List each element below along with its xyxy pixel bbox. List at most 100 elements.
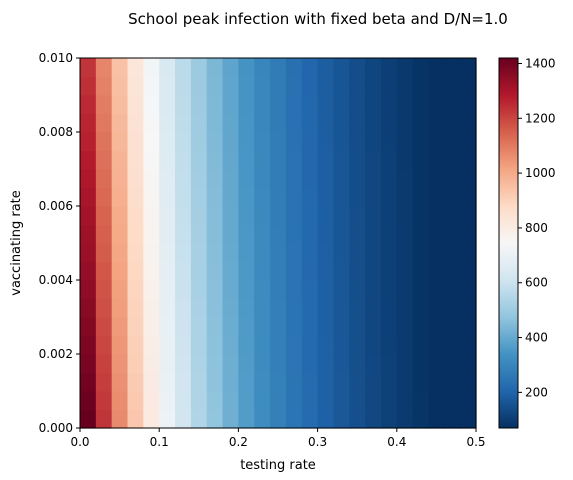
heatmap-cell xyxy=(396,224,414,244)
heatmap-cell xyxy=(317,113,335,133)
heatmap-cell xyxy=(380,298,398,318)
heatmap-cell xyxy=(159,335,176,355)
heatmap-cell xyxy=(143,261,160,281)
heatmap-cell xyxy=(349,335,366,355)
heatmap-cell xyxy=(143,113,160,133)
heatmap-cell xyxy=(206,298,224,318)
colorbar-tick-label: 200 xyxy=(525,385,548,399)
heatmap-cell xyxy=(190,187,208,207)
heatmap-cell xyxy=(365,95,382,115)
heatmap-cell xyxy=(349,95,366,115)
heatmap-cell xyxy=(333,76,350,96)
heatmap-cell xyxy=(159,391,176,411)
heatmap-cell xyxy=(428,409,445,429)
heatmap-cell xyxy=(238,224,255,244)
heatmap-cell xyxy=(412,206,430,226)
heatmap-cell xyxy=(285,298,303,318)
heatmap-cell xyxy=(127,224,144,244)
heatmap-cell xyxy=(317,243,335,263)
heatmap-cell xyxy=(317,95,335,115)
heatmap-cell xyxy=(396,317,414,337)
heatmap-cell xyxy=(254,224,271,244)
heatmap-cell xyxy=(95,372,113,392)
heatmap-cell xyxy=(270,372,287,392)
heatmap-cell xyxy=(159,280,176,300)
heatmap-cell xyxy=(428,95,445,115)
heatmap-cell xyxy=(380,113,398,133)
heatmap-cell xyxy=(238,280,255,300)
heatmap-cell xyxy=(80,206,97,226)
colorbar-tick-label: 400 xyxy=(525,331,548,345)
heatmap-cell xyxy=(127,354,144,374)
heatmap-cell xyxy=(412,317,430,337)
heatmap-cell xyxy=(444,76,461,96)
heatmap-cell xyxy=(111,354,129,374)
heatmap-cell xyxy=(301,317,319,337)
heatmap-cell xyxy=(238,58,255,78)
heatmap-cell xyxy=(317,354,335,374)
heatmap-cell xyxy=(190,372,208,392)
heatmap-cell xyxy=(270,261,287,281)
heatmap-cell xyxy=(222,169,239,189)
heatmap-cell xyxy=(412,335,430,355)
heatmap-cell xyxy=(285,335,303,355)
heatmap-cell xyxy=(396,391,414,411)
heatmap-cell xyxy=(285,169,303,189)
heatmap-cell xyxy=(285,113,303,133)
heatmap-cell xyxy=(238,261,255,281)
heatmap-cell xyxy=(206,391,224,411)
heatmap-cell xyxy=(460,224,477,244)
heatmap-cell xyxy=(270,95,287,115)
heatmap-cell xyxy=(285,150,303,170)
heatmap-cell xyxy=(444,187,461,207)
heatmap-cell xyxy=(333,391,350,411)
x-tick-label: 0.3 xyxy=(308,435,327,449)
heatmap-cell xyxy=(365,243,382,263)
heatmap-cell xyxy=(428,150,445,170)
heatmap-cell xyxy=(95,354,113,374)
heatmap-cell xyxy=(238,243,255,263)
heatmap-cell xyxy=(95,113,113,133)
heatmap-cell xyxy=(238,298,255,318)
colorbar-tick-label: 800 xyxy=(525,221,548,235)
heatmap-cell xyxy=(412,243,430,263)
heatmap-cell xyxy=(270,280,287,300)
heatmap-cell xyxy=(317,372,335,392)
heatmap-cell xyxy=(206,224,224,244)
heatmap-cell xyxy=(159,243,176,263)
heatmap-cell xyxy=(127,298,144,318)
heatmap-cell xyxy=(175,354,192,374)
heatmap-cell xyxy=(396,206,414,226)
heatmap-cell xyxy=(412,391,430,411)
heatmap-cell xyxy=(365,354,382,374)
heatmap-cell xyxy=(270,243,287,263)
heatmap-cell xyxy=(222,132,239,152)
y-tick-label: 0.004 xyxy=(39,273,73,287)
heatmap-cell xyxy=(254,243,271,263)
x-tick-label: 0.1 xyxy=(150,435,169,449)
heatmap-cell xyxy=(396,95,414,115)
heatmap-cell xyxy=(460,317,477,337)
heatmap-cell xyxy=(285,95,303,115)
heatmap-cell xyxy=(238,372,255,392)
heatmap-cell xyxy=(270,224,287,244)
heatmap-cell xyxy=(254,261,271,281)
heatmap-cell xyxy=(80,76,97,96)
heatmap-cell xyxy=(365,317,382,337)
heatmap-cell xyxy=(159,58,176,78)
heatmap-cell xyxy=(365,391,382,411)
heatmap-cell xyxy=(222,261,239,281)
y-axis: 0.000 0.002 0.004 0.006 0.008 0.010 xyxy=(39,51,80,435)
heatmap-cell xyxy=(317,261,335,281)
heatmap-cell xyxy=(80,354,97,374)
heatmap-cell xyxy=(206,354,224,374)
heatmap-cell xyxy=(301,298,319,318)
heatmap-cell xyxy=(159,113,176,133)
heatmap-cell xyxy=(206,206,224,226)
heatmap-cell xyxy=(412,261,430,281)
heatmap-cell xyxy=(238,95,255,115)
heatmap-cell xyxy=(254,335,271,355)
heatmap-cell xyxy=(95,409,113,429)
y-tick-label: 0.008 xyxy=(39,125,73,139)
heatmap-cell xyxy=(365,76,382,96)
